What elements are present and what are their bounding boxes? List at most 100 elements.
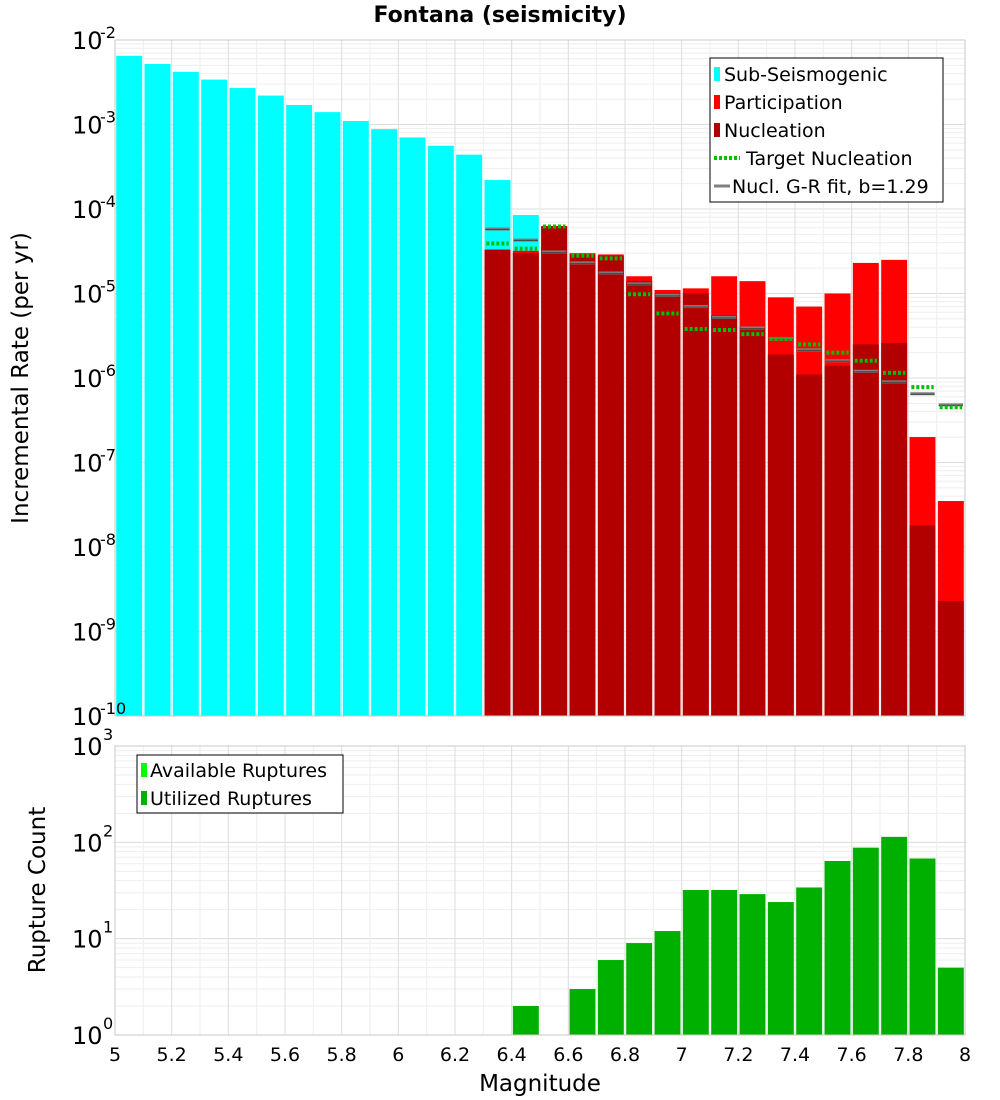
count-y-tick-base: 10 bbox=[72, 829, 103, 857]
rate-y-tick-exp: -4 bbox=[100, 192, 116, 211]
rate-y-axis-title: Incremental Rate (per yr) bbox=[8, 232, 34, 524]
utilized-ruptures-bar bbox=[597, 960, 624, 1035]
nucleation-bar bbox=[937, 600, 964, 716]
nucleation-bar bbox=[654, 293, 681, 716]
nucleation-bar bbox=[569, 254, 596, 716]
utilized-ruptures-bar bbox=[682, 890, 709, 1035]
rate-legend-entry: Participation bbox=[714, 92, 843, 114]
rate-plot-frame bbox=[114, 39, 966, 717]
x-tick-label: 7 bbox=[676, 1044, 688, 1066]
sub-seismogenic-bar bbox=[286, 105, 313, 716]
utilized-ruptures-bar bbox=[739, 894, 766, 1035]
legend-label: Target Nucleation bbox=[745, 148, 913, 170]
legend-label: Nucl. G-R fit, b=1.29 bbox=[732, 176, 929, 198]
rate-y-tick-label: 10-8 bbox=[72, 530, 116, 562]
rate-legend-entry: Nucl. G-R fit, b=1.29 bbox=[714, 176, 929, 198]
sub-seismogenic-bar bbox=[172, 71, 199, 716]
x-tick-label: 5.8 bbox=[327, 1044, 357, 1066]
count-legend-box bbox=[136, 754, 344, 814]
nucleation-bar bbox=[626, 281, 653, 716]
rate-panel: 10-210-310-410-510-610-710-810-910-10 In… bbox=[8, 23, 966, 731]
rate-legend-entry: Target Nucleation bbox=[714, 148, 913, 170]
utilized-ruptures-bar bbox=[569, 989, 596, 1035]
utilized-ruptures-bar bbox=[796, 887, 823, 1035]
rate-y-tick-exp: -3 bbox=[100, 108, 116, 127]
rate-y-ticks: 10-210-310-410-510-610-710-810-910-10 bbox=[72, 23, 126, 731]
x-tick-label: 6.6 bbox=[553, 1044, 583, 1066]
sub-seismogenic-bar bbox=[144, 63, 171, 716]
nucleation-bar bbox=[909, 525, 936, 716]
rate-y-tick-base: 10 bbox=[72, 534, 103, 562]
x-tick-label: 5 bbox=[109, 1044, 121, 1066]
legend-swatch bbox=[714, 67, 720, 81]
count-y-tick-exp: 2 bbox=[103, 821, 113, 840]
utilized-ruptures-bar bbox=[881, 836, 908, 1035]
x-tick-label: 6.4 bbox=[497, 1044, 527, 1066]
x-axis-title: Magnitude bbox=[479, 1071, 601, 1097]
rate-y-tick-base: 10 bbox=[72, 703, 103, 731]
rate-y-tick-label: 10-5 bbox=[72, 277, 116, 309]
x-tick-label: 6.8 bbox=[610, 1044, 640, 1066]
nucleation-bar bbox=[739, 327, 766, 716]
nucleation-bar bbox=[767, 354, 794, 716]
nucleation-bar bbox=[484, 249, 511, 716]
rate-y-tick-exp: -9 bbox=[100, 615, 116, 634]
legend-swatch bbox=[714, 95, 720, 109]
rate-y-tick-label: 10-3 bbox=[72, 108, 116, 140]
sub-seismogenic-bar bbox=[342, 121, 369, 716]
legend-label: Nucleation bbox=[724, 120, 826, 142]
legend-swatch bbox=[714, 123, 720, 137]
sub-seismogenic-bar bbox=[427, 145, 454, 717]
nucleation-bar bbox=[881, 342, 908, 716]
utilized-ruptures-bar bbox=[626, 943, 653, 1035]
rate-y-tick-label: 10-10 bbox=[72, 699, 126, 731]
rate-y-tick-base: 10 bbox=[72, 112, 103, 140]
x-tick-label: 5.6 bbox=[270, 1044, 300, 1066]
utilized-ruptures-bar bbox=[767, 902, 794, 1035]
sub-seismogenic-bar bbox=[456, 154, 483, 717]
utilized-ruptures-bar bbox=[711, 890, 738, 1035]
rate-y-tick-label: 10-6 bbox=[72, 361, 116, 393]
utilized-ruptures-bar bbox=[937, 967, 964, 1035]
rate-y-tick-exp: -7 bbox=[100, 446, 116, 465]
count-y-tick-exp: 1 bbox=[103, 918, 113, 937]
rate-y-tick-base: 10 bbox=[72, 281, 103, 309]
count-y-tick-exp: 0 bbox=[103, 1014, 113, 1033]
rate-y-tick-base: 10 bbox=[72, 450, 103, 478]
utilized-ruptures-bar bbox=[824, 861, 851, 1035]
rate-lines bbox=[485, 224, 963, 410]
rate-y-tick-exp: -8 bbox=[100, 530, 116, 549]
rate-legend-entry: Sub-Seismogenic bbox=[714, 64, 888, 86]
sub-seismogenic-bar bbox=[257, 95, 284, 716]
utilized-ruptures-bar bbox=[512, 1006, 539, 1035]
nucleation-bar bbox=[824, 365, 851, 716]
rate-legend-entry: Nucleation bbox=[714, 120, 826, 142]
x-tick-label: 7.6 bbox=[837, 1044, 867, 1066]
rate-y-tick-base: 10 bbox=[72, 196, 103, 224]
count-legend: Available Ruptures Utilized Ruptures bbox=[136, 754, 344, 814]
rate-y-tick-label: 10-9 bbox=[72, 615, 116, 647]
nucleation-bar bbox=[711, 315, 738, 716]
magnitude-x-ticks: 5 5.2 5.4 5.6 5.8 6 6.2 6.4 6.6 6.8 7 7.2 7.4 7.6 7.8 8 bbox=[109, 1044, 971, 1066]
rate-y-tick-exp: -5 bbox=[100, 277, 116, 296]
count-legend-entry: Utilized Ruptures bbox=[141, 788, 312, 810]
count-y-tick-exp: 3 bbox=[103, 725, 113, 744]
sub-seismogenic-bar bbox=[371, 129, 398, 716]
utilized-ruptures-bar bbox=[852, 847, 879, 1035]
x-tick-label: 7.4 bbox=[780, 1044, 810, 1066]
count-y-tick-label: 10 0 bbox=[72, 1014, 113, 1050]
sub-seismogenic-bar bbox=[399, 137, 426, 716]
rate-y-tick-label: 10-7 bbox=[72, 446, 116, 478]
rate-y-tick-base: 10 bbox=[72, 27, 103, 55]
x-tick-label: 6 bbox=[392, 1044, 404, 1066]
legend-swatch bbox=[141, 763, 147, 777]
sub-seismogenic-bar bbox=[201, 79, 228, 717]
count-y-tick-label: 10 1 bbox=[72, 918, 113, 954]
rate-y-tick-exp: -10 bbox=[100, 699, 126, 718]
nucleation-bar bbox=[796, 374, 823, 716]
utilized-ruptures-bar bbox=[909, 858, 936, 1035]
x-tick-label: 7.2 bbox=[723, 1044, 753, 1066]
